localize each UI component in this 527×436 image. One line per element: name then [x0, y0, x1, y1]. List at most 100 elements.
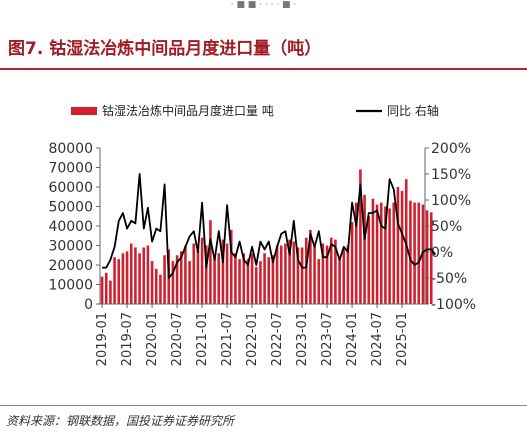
bar — [238, 259, 241, 304]
bar — [429, 212, 433, 304]
right-tick-label: 50% — [431, 219, 462, 235]
source-note: 资料来源：钢联数据，国投证券证券研究所 — [6, 414, 235, 428]
bar — [171, 261, 175, 304]
bar — [234, 253, 237, 304]
figure-title: 图7. 钴湿法冶炼中间品月度进口量（吨） — [8, 39, 322, 59]
bar — [317, 259, 321, 304]
bar — [196, 245, 200, 304]
bar — [296, 247, 300, 304]
x-tick-label: 2024-01 — [345, 312, 360, 366]
bar — [213, 255, 216, 304]
bar — [134, 247, 137, 304]
bar — [275, 245, 279, 304]
bar — [329, 237, 333, 304]
bar — [359, 169, 362, 304]
bar — [409, 200, 412, 304]
bar — [388, 208, 391, 304]
bar — [309, 229, 312, 304]
left-tick-label: 60000 — [48, 180, 93, 196]
bar — [313, 245, 316, 304]
bar — [254, 266, 258, 304]
bar — [288, 239, 291, 304]
bar — [325, 245, 329, 304]
bar — [113, 257, 116, 304]
bar — [146, 245, 150, 304]
bar — [267, 257, 271, 304]
bar — [379, 202, 383, 304]
legend-bar-label: 钴湿法冶炼中间品月度进口量 吨 — [102, 103, 274, 118]
bar — [425, 210, 429, 304]
right-tick-label: 0% — [431, 245, 453, 261]
x-tick-label: 2025-01 — [395, 312, 410, 366]
bar — [242, 253, 246, 304]
bar — [300, 247, 304, 304]
bar — [225, 243, 229, 304]
x-tick-label: 2019-01 — [95, 312, 110, 366]
bar — [250, 253, 254, 304]
bar — [121, 253, 125, 304]
bar — [334, 239, 337, 304]
bar — [404, 179, 408, 304]
bar — [259, 261, 262, 304]
legend-line-label: 同比 右轴 — [387, 103, 439, 118]
bar — [346, 245, 350, 304]
bar — [400, 190, 404, 304]
legend: 钴湿法冶炼中间品月度进口量 吨 同比 右轴 — [71, 103, 439, 118]
x-axis: 2019-01 2019-07 2020-01 2020-07 2021-01 2021-… — [95, 303, 425, 366]
bar — [367, 216, 371, 304]
left-tick-label: 10000 — [48, 278, 93, 294]
chart: 钴湿法冶炼中间品月度进口量 吨 同比 右轴 0 10000 20000 30000 40… — [48, 103, 476, 366]
x-tick-label: 2024-07 — [370, 312, 385, 366]
bar — [384, 206, 387, 304]
bar — [375, 204, 379, 304]
bar — [304, 237, 308, 304]
bar — [163, 255, 166, 304]
bar-series — [100, 169, 433, 304]
left-tick-label: 40000 — [48, 219, 93, 235]
bar — [396, 187, 400, 304]
bar — [284, 243, 287, 304]
bar — [100, 276, 104, 304]
yoy-line — [102, 173, 437, 279]
bar — [342, 249, 346, 304]
line-series — [102, 173, 437, 279]
left-tick-label: 80000 — [48, 141, 93, 157]
title-rule — [0, 68, 527, 70]
x-tick-label: 2019-07 — [120, 312, 135, 366]
bar — [413, 202, 416, 304]
bar — [354, 202, 358, 304]
bar — [392, 202, 396, 304]
bar — [125, 251, 129, 304]
bar — [109, 280, 112, 304]
x-tick-label: 2020-01 — [145, 312, 160, 366]
source-rule — [0, 405, 527, 406]
bar — [188, 261, 191, 304]
header-crop-residue: · ■ ■ · · · · ■ · — [230, 0, 297, 10]
bar — [279, 245, 283, 304]
left-tick-label: 0 — [84, 297, 93, 313]
bar — [154, 268, 158, 304]
x-tick-label: 2023-01 — [295, 312, 310, 366]
bar — [209, 220, 212, 304]
left-y-axis: 0 10000 20000 30000 40000 50000 60000 70000 8000… — [48, 141, 101, 313]
right-tick-label: 150% — [431, 167, 471, 183]
bar — [159, 274, 162, 304]
bar — [200, 237, 204, 304]
bar — [104, 272, 108, 304]
x-tick-label: 2021-01 — [195, 312, 210, 366]
right-y-axis: -100% -50% 0% 50% 100% 150% 200% — [424, 141, 476, 313]
left-tick-label: 30000 — [48, 239, 93, 255]
bar — [217, 253, 221, 304]
bar — [150, 261, 154, 304]
bar — [263, 253, 266, 304]
bar — [192, 243, 196, 304]
bar — [321, 243, 325, 304]
right-tick-label: -100% — [431, 297, 476, 313]
bar — [175, 255, 179, 304]
bar — [142, 247, 146, 304]
bar — [271, 255, 275, 304]
bar — [138, 253, 141, 304]
legend-bar-swatch — [71, 107, 97, 115]
right-tick-label: 200% — [431, 141, 471, 157]
